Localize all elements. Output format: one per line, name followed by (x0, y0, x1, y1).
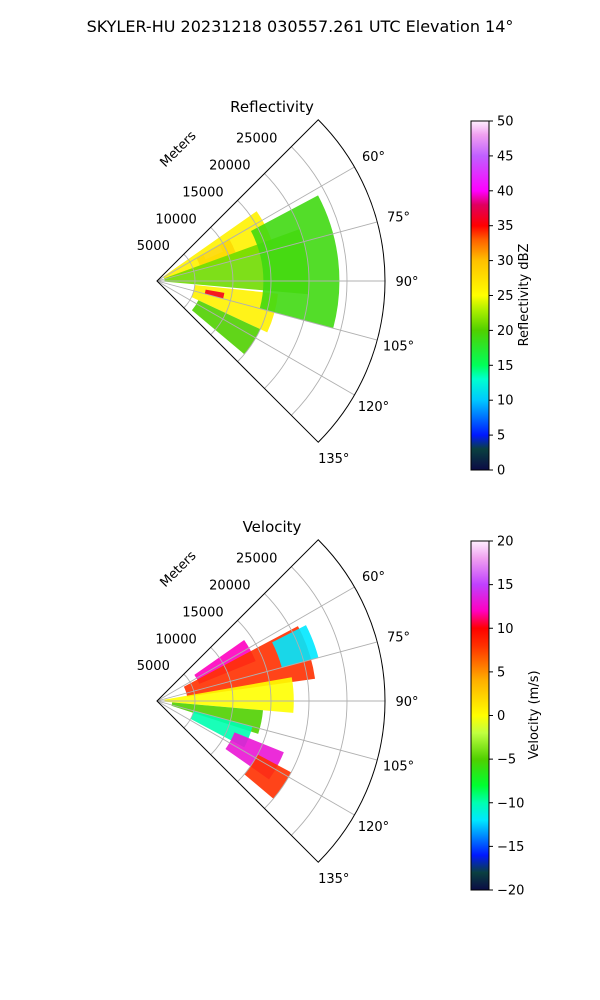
echo-region-5 (204, 289, 225, 299)
sector-outline (156, 539, 386, 863)
velocity-range-axis-label: Meters (158, 548, 200, 590)
colorbar-label: Reflectivity dBZ (517, 244, 532, 347)
colorbar-tick-label: 50 (497, 115, 514, 130)
range-tick-label: 20000 (209, 159, 250, 174)
azimuth-spoke-1 (156, 221, 378, 282)
reflectivity-range-axis-label: Meters (158, 128, 200, 170)
colorbar-tick-label: 35 (497, 219, 514, 234)
azimuth-tick-label: 120° (358, 400, 389, 415)
azimuth-tick-label: 60° (362, 150, 385, 165)
range-tick-label: 10000 (155, 212, 196, 227)
azimuth-spoke-0 (156, 166, 355, 282)
reflectivity-range-labels: 5000 10000 15000 20000 25000 (137, 132, 278, 254)
azimuth-spoke-3 (156, 700, 378, 761)
colorbar-tick-label: 30 (497, 254, 514, 269)
range-tick-label: 5000 (137, 239, 170, 254)
echo-region-7 (250, 195, 340, 329)
azimuth-tick-label: 105° (383, 760, 414, 775)
azimuth-tick-label: 90° (395, 695, 418, 710)
colorbar-tick-label: 20 (497, 535, 514, 550)
velocity-azimuth-labels: 60° 75° 90° 105° 120° 135° (318, 570, 418, 887)
azimuth-tick-label: 90° (395, 275, 418, 290)
azimuth-spoke-3 (156, 280, 378, 341)
azimuth-tick-label: 135° (318, 452, 349, 467)
colorbar-tick-label: 20 (497, 324, 514, 339)
reflectivity-title: Reflectivity (230, 98, 314, 116)
colorbar-tick-label: 40 (497, 184, 514, 199)
range-tick-label: 10000 (155, 632, 196, 647)
colorbar-tick-label: 5 (497, 665, 505, 680)
azimuth-tick-label: 105° (383, 340, 414, 355)
azimuth-tick-label: 75° (387, 630, 410, 645)
range-tick-label: 5000 (137, 659, 170, 674)
echo-region-4 (191, 284, 278, 333)
sector-outline (156, 119, 386, 443)
reflectivity-colorbar: 0 5 10 15 20 25 30 35 40 45 50 Reflectivity dBZ (470, 115, 532, 479)
azimuth-spoke-4 (156, 700, 355, 816)
velocity-panel: Velocity 5000 10000 15000 20000 25000 60° 75°… (137, 518, 542, 899)
reflectivity-grid (156, 119, 386, 443)
colorbar-tick-label: 5 (497, 429, 505, 444)
colorbar-tick-label: 45 (497, 149, 514, 164)
azimuth-spoke-0 (156, 586, 355, 702)
azimuth-spoke-4 (156, 280, 355, 396)
colorbar-tick-label: −20 (497, 884, 524, 899)
colorbar-tick-label: 15 (497, 359, 514, 374)
echo-region-7 (272, 625, 319, 668)
velocity-colorbar: −20 −15 −10 −5 0 5 10 15 20 Velocity (m/s) (470, 535, 542, 899)
colorbar-tick-label: 0 (497, 464, 505, 479)
azimuth-tick-label: 75° (387, 210, 410, 225)
colorbar-label: Velocity (m/s) (527, 670, 542, 759)
azimuth-spoke-1 (156, 641, 378, 702)
colorbar-tick-label: 0 (497, 709, 505, 724)
echo-region-2 (164, 677, 294, 713)
figure-suptitle: SKYLER-HU 20231218 030557.261 UTC Elevat… (87, 17, 514, 36)
reflectivity-azimuth-labels: 60° 75° 90° 105° 120° 135° (318, 150, 418, 467)
colorbar-tick-label: 25 (497, 289, 514, 304)
colorbar-tick-label: 15 (497, 578, 514, 593)
reflectivity-panel: Reflectivity 5000 10000 15000 20000 25000 60… (137, 98, 532, 479)
azimuth-tick-label: 135° (318, 872, 349, 887)
colorbar-tick-label: 10 (497, 394, 514, 409)
range-tick-label: 20000 (209, 579, 250, 594)
echo-region-6 (191, 300, 261, 355)
colorbar-body (470, 540, 490, 891)
range-tick-label: 15000 (182, 605, 223, 620)
velocity-title: Velocity (243, 518, 302, 536)
azimuth-tick-label: 60° (362, 570, 385, 585)
velocity-echoes (164, 625, 319, 799)
range-tick-label: 25000 (236, 132, 277, 147)
echo-region-6 (244, 754, 292, 799)
range-tick-label: 15000 (182, 185, 223, 200)
colorbar-tick-label: −5 (497, 753, 516, 768)
velocity-grid (156, 539, 386, 863)
range-tick-label: 25000 (236, 552, 277, 567)
colorbar-tick-label: −15 (497, 840, 524, 855)
velocity-range-labels: 5000 10000 15000 20000 25000 (137, 552, 278, 674)
colorbar-tick-label: −10 (497, 796, 524, 811)
colorbar-tick-label: 10 (497, 622, 514, 637)
colorbar-body (470, 120, 490, 471)
azimuth-tick-label: 120° (358, 820, 389, 835)
